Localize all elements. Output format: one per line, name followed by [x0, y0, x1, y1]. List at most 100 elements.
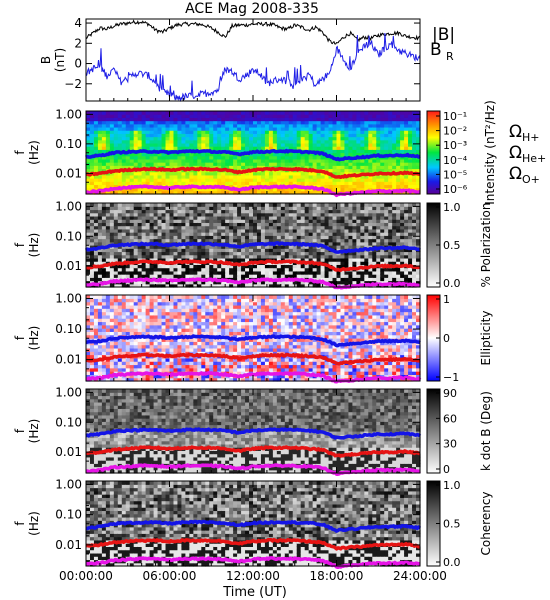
- spectrogram-cell: [368, 123, 373, 128]
- spectrogram-cell: [153, 133, 159, 138]
- spectrogram-cell: [169, 181, 175, 186]
- spectrogram-cell: [129, 178, 135, 182]
- spectrogram-cell: [245, 219, 250, 223]
- spectrogram-cell: [284, 232, 290, 236]
- spectrogram-cell: [356, 277, 361, 282]
- spectrogram-cell: [133, 120, 139, 125]
- spectrogram-cell: [300, 225, 306, 230]
- spectrogram-cell: [368, 274, 373, 278]
- spectrogram-cell: [161, 174, 167, 179]
- spectrogram-cell: [105, 304, 111, 309]
- spectrogram-cell: [256, 136, 262, 141]
- spectrogram-cell: [101, 126, 107, 131]
- spectrogram-cell: [332, 203, 338, 207]
- spectrogram-cell: [348, 162, 354, 166]
- spectrogram-cell: [201, 146, 206, 150]
- spectrogram-cell: [392, 126, 397, 131]
- spectrogram-cell: [304, 165, 310, 170]
- spectrogram-cell: [217, 158, 222, 163]
- spectrogram-cell: [205, 155, 210, 160]
- spectrogram-cell: [169, 222, 175, 227]
- spectrogram-cell: [268, 111, 274, 115]
- spectrogram-cell: [225, 209, 230, 214]
- spectrogram-cell: [328, 136, 334, 141]
- spectrogram-cell: [86, 308, 91, 313]
- spectrogram-cell: [284, 126, 290, 131]
- spectrogram-cell: [101, 248, 107, 253]
- spectrogram-cell: [376, 178, 381, 182]
- spectrogram-cell: [125, 274, 131, 278]
- spectrogram-cell: [97, 251, 103, 256]
- spectrogram-cell: [205, 146, 210, 150]
- spectrogram-cell: [336, 139, 342, 144]
- ylabel-line1: f: [13, 150, 27, 155]
- spectrogram-cell: [328, 215, 334, 220]
- spectrogram-cell: [404, 280, 409, 285]
- spectrogram-cell: [384, 270, 389, 275]
- spectrogram-cell: [165, 331, 171, 336]
- spectrogram-cell: [340, 136, 346, 141]
- spectrogram-cell: [388, 155, 393, 160]
- spectrogram-cell: [292, 171, 298, 176]
- spectrogram-cell: [260, 235, 266, 240]
- spectrogram-cell: [288, 139, 294, 144]
- spectrogram-cell: [308, 158, 314, 163]
- spectrogram-cell: [113, 178, 119, 182]
- spectrogram-cell: [284, 222, 290, 227]
- spectrogram-cell: [400, 139, 405, 144]
- spectrogram-cell: [97, 209, 103, 214]
- spectrogram-cell: [165, 146, 171, 150]
- spectrogram-cell: [388, 158, 393, 163]
- spectrogram-cell: [245, 155, 250, 160]
- spectrogram-cell: [400, 155, 405, 160]
- spectrogram-cell: [105, 298, 111, 303]
- spectrogram-cell: [161, 321, 167, 326]
- spectrogram-cell: [105, 123, 111, 128]
- spectrogram-cell: [241, 123, 246, 128]
- spectrogram-cell: [400, 114, 405, 118]
- spectrogram-cell: [129, 257, 135, 262]
- spectrogram-cell: [352, 228, 357, 233]
- spectrogram-cell: [344, 228, 350, 233]
- spectrogram-cell: [312, 238, 318, 243]
- spectrogram-cell: [340, 215, 346, 220]
- spectrogram-cell: [253, 123, 258, 128]
- spectrogram-cell: [229, 232, 234, 236]
- spectrogram-cell: [89, 235, 95, 240]
- spectrogram-cell: [328, 274, 334, 278]
- spectrogram-cell: [121, 304, 127, 309]
- spectrogram-cell: [300, 219, 306, 223]
- spectrogram-cell: [304, 267, 310, 272]
- spectrogram-cell: [384, 168, 389, 173]
- spectrogram-cell: [165, 133, 171, 138]
- spectrogram-cell: [368, 257, 373, 262]
- spectrogram-cell: [364, 123, 369, 128]
- spectrogram-cell: [201, 178, 206, 182]
- spectrogram-cell: [304, 251, 310, 256]
- spectrogram-cell: [221, 111, 226, 115]
- spectrogram-cell: [396, 130, 401, 134]
- b-ylabel-line2: (nT): [53, 48, 67, 72]
- spectrogram-cell: [165, 190, 171, 195]
- spectrogram-cell: [384, 228, 389, 233]
- spectrogram-cell: [352, 149, 357, 154]
- spectrogram-cell: [332, 126, 338, 131]
- spectrogram-cell: [260, 209, 266, 214]
- spectrogram-cell: [189, 206, 194, 211]
- spectrogram-cell: [145, 171, 151, 176]
- spectrogram-cell: [237, 184, 242, 189]
- spectrogram-cell: [105, 308, 111, 313]
- spectrogram-cell: [221, 117, 226, 122]
- spectrogram-cell: [221, 228, 226, 233]
- spectrogram-cell: [225, 139, 230, 144]
- spectrogram-cell: [205, 136, 210, 141]
- spectrogram-cell: [332, 184, 338, 189]
- spectrogram-cell: [300, 235, 306, 240]
- spectrogram-cell: [101, 321, 107, 326]
- spectrogram-cell: [392, 162, 397, 166]
- spectrogram-cell: [368, 136, 373, 141]
- spectrogram-cell: [205, 280, 210, 285]
- spectrogram-cell: [177, 215, 183, 220]
- spectrogram-cell: [364, 219, 369, 223]
- spectrogram-cell: [217, 209, 222, 214]
